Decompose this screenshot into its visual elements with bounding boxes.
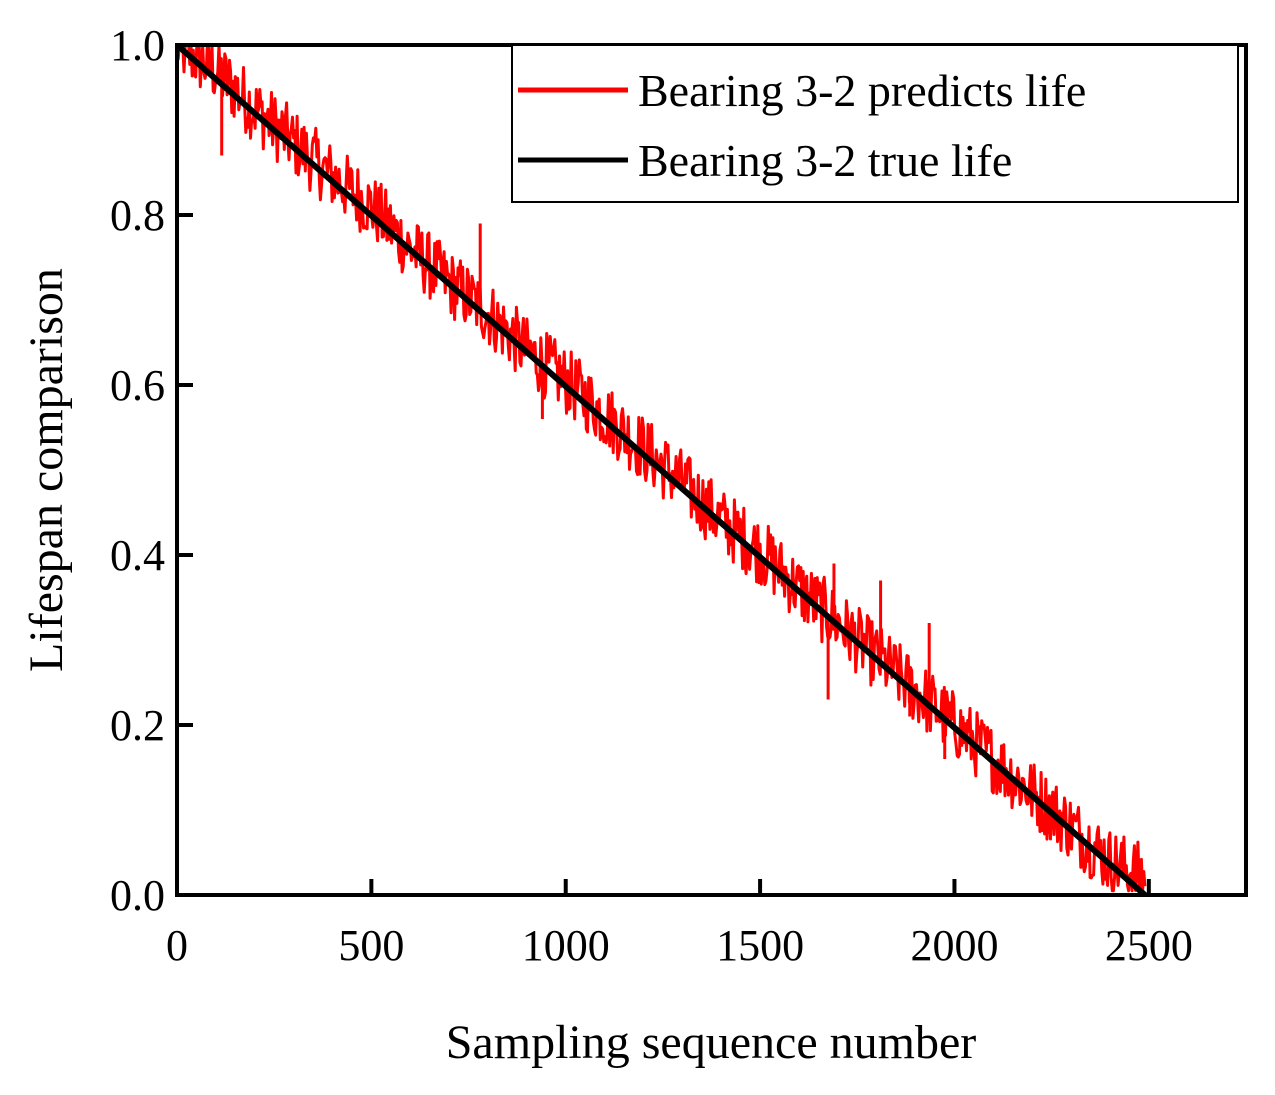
y-tick-label: 0.2: [110, 701, 165, 750]
x-tick-label: 1500: [716, 921, 804, 970]
y-tick-label: 0.4: [110, 531, 165, 580]
x-tick-label: 500: [338, 921, 404, 970]
x-tick-label: 1000: [522, 921, 610, 970]
y-axis-ticks: 0.0 0.2 0.4 0.6 0.8 1.0: [110, 21, 193, 920]
legend: Bearing 3-2 predicts life Bearing 3-2 tr…: [511, 44, 1239, 203]
legend-label-true: Bearing 3-2 true life: [638, 135, 1012, 186]
y-axis-title: Lifespan comparison: [20, 268, 73, 672]
plot-area: [175, 42, 1147, 898]
legend-box: [511, 44, 1239, 203]
x-tick-label: 2000: [910, 921, 998, 970]
x-axis-ticks: 0 500 1000 1500 2000 2500: [166, 879, 1193, 970]
y-tick-label: 1.0: [110, 21, 165, 70]
y-tick-label: 0.0: [110, 871, 165, 920]
predicted-spikes: [220, 76, 947, 759]
x-axis-title: Sampling sequence number: [446, 1016, 977, 1069]
y-tick-label: 0.8: [110, 191, 165, 240]
x-tick-label: 2500: [1105, 921, 1193, 970]
legend-label-predicted: Bearing 3-2 predicts life: [638, 65, 1086, 116]
x-tick-label: 0: [166, 921, 188, 970]
true-life-line: [175, 42, 1147, 898]
y-tick-label: 0.6: [110, 361, 165, 410]
